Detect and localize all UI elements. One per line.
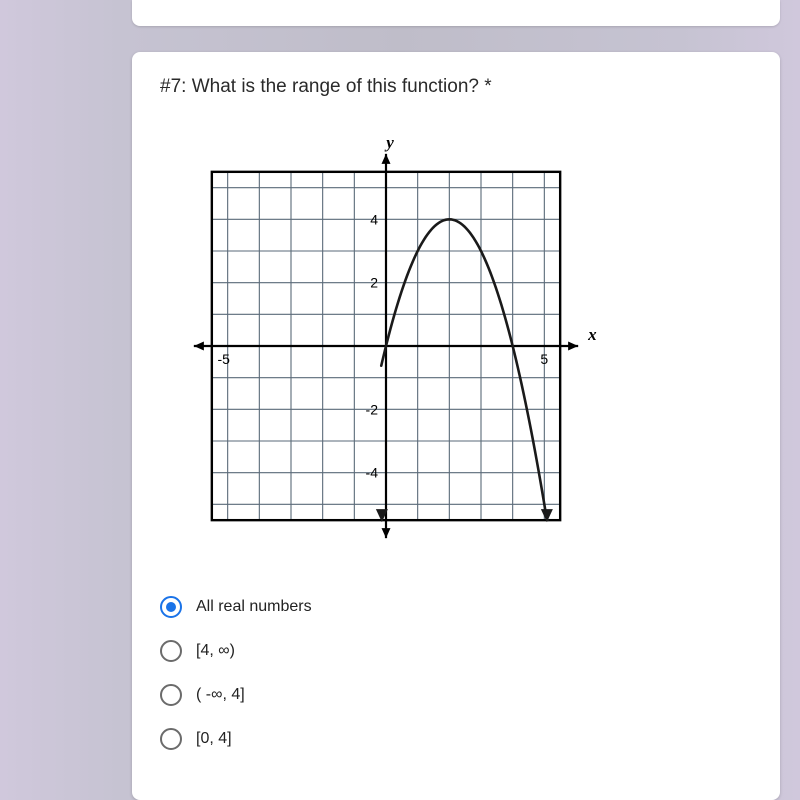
radio-1[interactable] — [160, 640, 182, 662]
graph-svg: -5 5 4 2 -2 -4 y x — [166, 126, 606, 566]
svg-text:2: 2 — [370, 275, 378, 291]
question-text: #7: What is the range of this function? … — [160, 76, 752, 98]
option-label-2: ( -∞, 4] — [196, 686, 245, 704]
svg-text:-4: -4 — [366, 465, 379, 481]
question-card: #7: What is the range of this function? … — [132, 52, 780, 800]
options-group: All real numbers [4, ∞) ( -∞, 4] [0, 4] — [160, 585, 752, 761]
option-label-3: [0, 4] — [196, 730, 232, 748]
svg-text:x: x — [587, 325, 597, 344]
radio-2[interactable] — [160, 684, 182, 706]
option-label-1: [4, ∞) — [196, 642, 235, 660]
svg-text:-5: -5 — [217, 351, 230, 367]
svg-text:4: 4 — [370, 211, 378, 227]
svg-text:y: y — [384, 133, 394, 152]
radio-0[interactable] — [160, 596, 182, 618]
option-row-0[interactable]: All real numbers — [160, 585, 752, 629]
function-graph: -5 5 4 2 -2 -4 y x — [166, 126, 752, 571]
prev-card-peek — [132, 0, 780, 26]
radio-3[interactable] — [160, 728, 182, 750]
svg-text:-2: -2 — [366, 401, 379, 417]
option-row-2[interactable]: ( -∞, 4] — [160, 673, 752, 717]
svg-text:5: 5 — [540, 351, 548, 367]
option-row-1[interactable]: [4, ∞) — [160, 629, 752, 673]
option-row-3[interactable]: [0, 4] — [160, 717, 752, 761]
option-label-0: All real numbers — [196, 598, 312, 616]
